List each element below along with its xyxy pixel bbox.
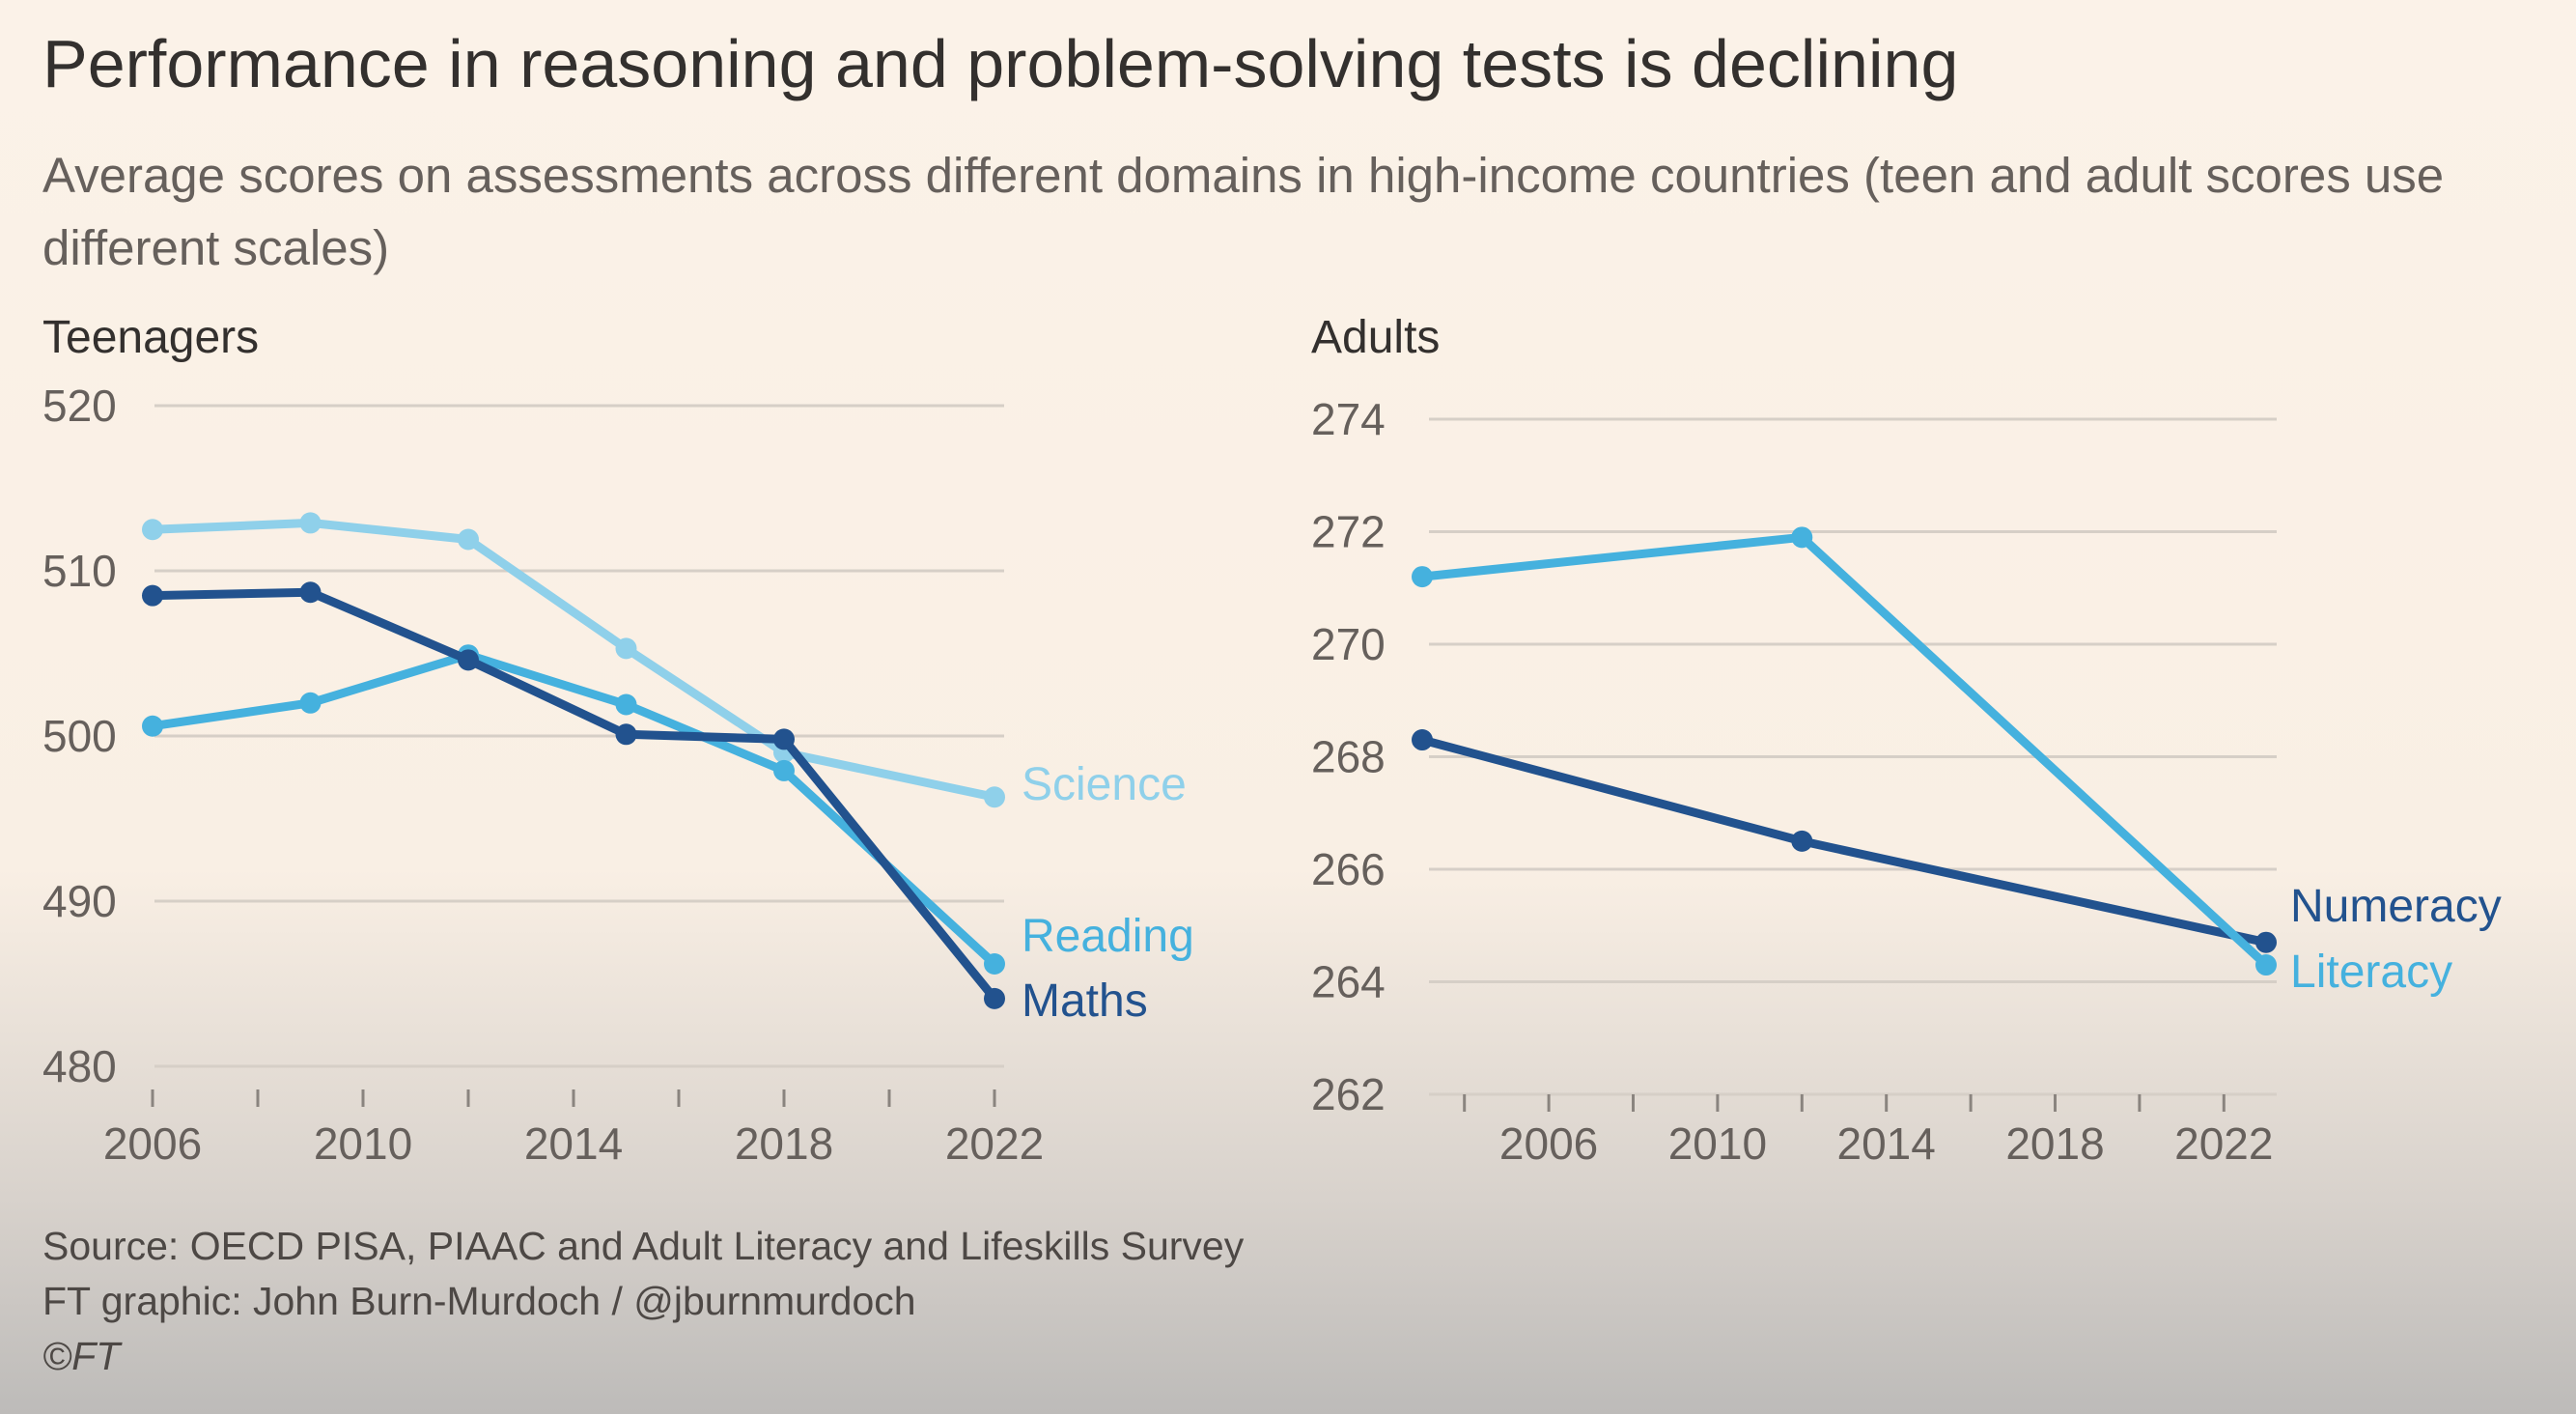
chart-title: Performance in reasoning and problem-sol… [42, 26, 1959, 101]
point-numeracy [1412, 729, 1433, 751]
point-maths [142, 584, 163, 607]
series-line-literacy [1417, 532, 2271, 970]
adult-y-tick-label: 270 [1311, 619, 1386, 669]
series-label-numeracy: Numeracy [2290, 881, 2502, 932]
series-line-science [148, 518, 999, 802]
adult-x-tick-label: 2010 [1668, 1118, 1767, 1169]
adult-x-tick-label: 2006 [1499, 1118, 1598, 1169]
point-reading [299, 692, 322, 714]
teen-x-tick-label: 2018 [735, 1118, 833, 1169]
copyright-note: ©FT [42, 1334, 121, 1378]
adult-y-tick-label: 274 [1311, 394, 1386, 444]
point-science [984, 786, 1005, 808]
series-label-science: Science [1022, 759, 1187, 810]
teen-x-tick-label: 2014 [524, 1118, 623, 1169]
teen-x-tick-label: 2010 [314, 1118, 412, 1169]
series-label-reading: Reading [1022, 911, 1194, 962]
point-reading [142, 715, 163, 737]
series-label-literacy: Literacy [2290, 947, 2452, 998]
teen-y-tick-label: 490 [42, 876, 117, 926]
series-line-reading [148, 650, 999, 969]
point-science [299, 512, 322, 534]
point-literacy [1791, 526, 1813, 549]
teen-y-tick-label: 500 [42, 711, 117, 761]
adult-y-tick-label: 262 [1311, 1069, 1386, 1119]
point-maths [458, 649, 479, 671]
adult-panel-title: Adults [1311, 312, 1440, 363]
teen-x-tick-label: 2006 [103, 1118, 202, 1169]
point-literacy [1412, 566, 1433, 588]
point-maths [615, 723, 637, 746]
point-reading [773, 759, 795, 781]
teen-panel-title: Teenagers [42, 312, 259, 363]
point-numeracy [2255, 931, 2277, 953]
adult-panel: Adults 262 264 266 268 270 272 274 2006 2010 2014 2… [1311, 312, 2502, 1169]
point-reading [615, 693, 637, 716]
teen-y-tick-label: 510 [42, 546, 117, 596]
point-science [615, 637, 637, 660]
source-note: Source: OECD PISA, PIAAC and Adult Liter… [42, 1224, 1245, 1268]
adult-y-tick-label: 272 [1311, 507, 1386, 557]
adult-x-tick-label: 2018 [2005, 1118, 2104, 1169]
teen-y-tick-label: 520 [42, 381, 117, 431]
series-label-maths: Maths [1022, 976, 1148, 1027]
point-literacy [2255, 954, 2277, 976]
series-line-numeracy [1417, 735, 2271, 947]
credit-note: FT graphic: John Burn-Murdoch / @jburnmu… [42, 1279, 916, 1323]
point-reading [984, 952, 1005, 975]
point-maths [299, 581, 322, 604]
adult-x-tick-label: 2014 [1837, 1118, 1936, 1169]
teen-x-tick-label: 2022 [945, 1118, 1044, 1169]
teen-panel: Teenagers 480 490 500 510 520 2006 2010 2014 2018… [42, 312, 1194, 1169]
point-numeracy [1791, 830, 1813, 852]
point-science [142, 519, 163, 541]
point-maths [984, 987, 1005, 1009]
point-science [458, 528, 479, 551]
adult-x-tick-label: 2022 [2174, 1118, 2273, 1169]
adult-y-tick-label: 264 [1311, 957, 1386, 1007]
chart-subtitle: Average scores on assessments across dif… [42, 148, 2445, 275]
series-line-maths [148, 587, 999, 1004]
footer: Source: OECD PISA, PIAAC and Adult Liter… [42, 1219, 1244, 1384]
point-maths [773, 728, 795, 750]
adult-y-tick-label: 268 [1311, 732, 1386, 782]
adult-y-tick-label: 266 [1311, 844, 1386, 894]
teen-y-tick-label: 480 [42, 1041, 117, 1091]
